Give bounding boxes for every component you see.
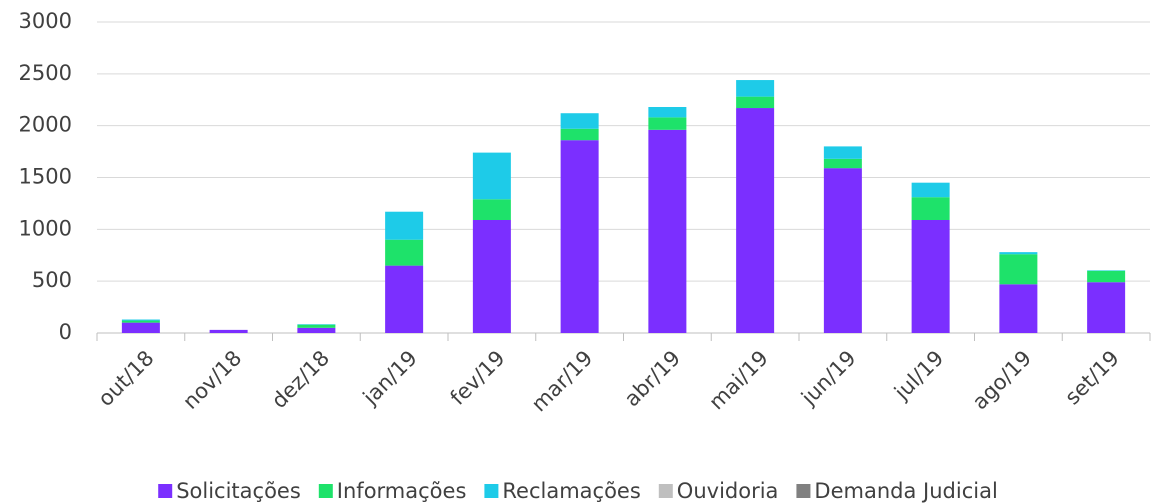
x-tick-label: jul/19 xyxy=(889,346,948,405)
bar-segment xyxy=(999,254,1038,285)
bar-segment xyxy=(999,252,1038,255)
bar-segment xyxy=(472,152,511,200)
bar-segment xyxy=(385,211,424,240)
legend-swatch xyxy=(796,484,811,498)
legend-label: Solicitações xyxy=(176,479,301,503)
y-tick-label: 1500 xyxy=(19,165,72,189)
y-tick-label: 3000 xyxy=(19,9,72,33)
bar-segment xyxy=(472,220,511,333)
bar-segment xyxy=(911,197,950,221)
legend-swatch xyxy=(484,484,499,498)
legend-label: Reclamações xyxy=(502,479,640,503)
bar-segment xyxy=(472,199,511,221)
bar-segment xyxy=(560,128,599,141)
x-tick-label: mai/19 xyxy=(704,346,773,415)
bar-segment xyxy=(736,108,775,333)
bar-segment xyxy=(823,158,862,169)
bar-segment xyxy=(1087,270,1126,283)
bar-segment xyxy=(297,324,336,325)
bar-segment xyxy=(121,320,160,323)
bar-segment xyxy=(999,284,1038,333)
legend-swatch xyxy=(318,484,333,498)
y-tick-label: 1000 xyxy=(19,216,72,240)
bar-segment xyxy=(385,239,424,266)
legend-swatch xyxy=(658,484,673,498)
bar-segment xyxy=(121,322,160,333)
y-tick-label: 2000 xyxy=(19,113,72,137)
legend-label: Informações xyxy=(337,479,467,503)
x-tick-label: set/19 xyxy=(1060,346,1124,410)
x-tick-label: nov/18 xyxy=(178,346,246,414)
bar-segment xyxy=(385,265,424,333)
bar-segment xyxy=(911,220,950,333)
bar-segment xyxy=(209,329,248,333)
bar-segment xyxy=(560,140,599,333)
bar-segment xyxy=(736,80,775,97)
y-tick-label: 0 xyxy=(59,320,72,344)
bar-segment xyxy=(823,146,862,159)
bar-segment xyxy=(911,182,950,198)
x-tick-label: jan/19 xyxy=(358,346,422,410)
y-tick-label: 500 xyxy=(32,268,72,292)
x-tick-label: fev/19 xyxy=(446,346,510,410)
bar-segment xyxy=(560,113,599,129)
x-tick-label: ago/19 xyxy=(968,346,1036,414)
bar-segment xyxy=(297,327,336,333)
legend-label: Ouvidoria xyxy=(677,479,779,503)
bar-segment xyxy=(823,168,862,333)
bar-segment xyxy=(648,107,687,118)
bar-segment xyxy=(736,96,775,109)
bar-segment xyxy=(648,129,687,333)
x-tick-label: dez/18 xyxy=(267,346,334,413)
x-tick-label: mar/19 xyxy=(527,346,598,417)
legend-label: Demanda Judicial xyxy=(814,479,997,503)
x-tick-label: abr/19 xyxy=(620,346,686,412)
bar-segment xyxy=(297,324,336,328)
bar-segment xyxy=(648,117,687,130)
legend-swatch xyxy=(158,484,173,498)
bar-segment xyxy=(121,319,160,321)
x-tick-label: out/18 xyxy=(93,346,158,411)
bar-segment xyxy=(1087,282,1126,333)
y-tick-label: 2500 xyxy=(19,61,72,85)
bar-segment xyxy=(1087,270,1126,271)
x-tick-label: jun/19 xyxy=(796,346,861,411)
